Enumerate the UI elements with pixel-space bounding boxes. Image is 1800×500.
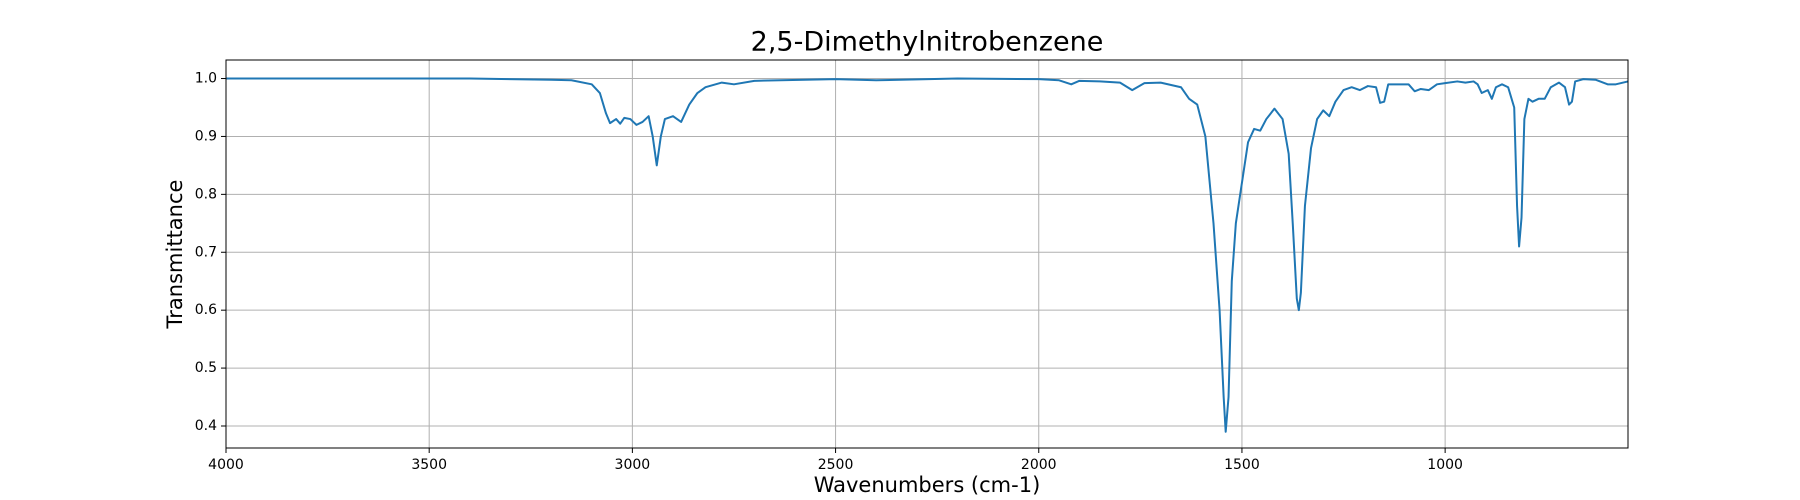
y-axis-label: Transmittance [163,180,187,330]
y-tick-label: 0.9 [195,128,217,144]
x-tick-label: 2000 [1021,457,1057,473]
y-tick-label: 0.6 [195,302,217,318]
spectrum-line [226,77,1629,433]
x-tick-label: 1000 [1427,457,1463,473]
x-axis-label: Wavenumbers (cm-1) [814,473,1041,497]
x-tick-label: 3000 [615,457,651,473]
y-tick-label: 0.8 [195,186,217,202]
y-tick-label: 1.0 [195,71,217,87]
plot-frame [225,59,1629,449]
y-tick-label: 0.4 [195,418,217,434]
y-tick-label: 0.5 [195,360,217,376]
chart-title: 2,5-Dimethylnitrobenzene [751,27,1104,58]
y-tick-label: 0.7 [195,244,217,260]
x-tick-label: 1500 [1224,457,1260,473]
x-tick-label: 4000 [208,457,244,473]
x-tick-label: 3500 [411,457,447,473]
x-tick-label: 2500 [818,457,854,473]
